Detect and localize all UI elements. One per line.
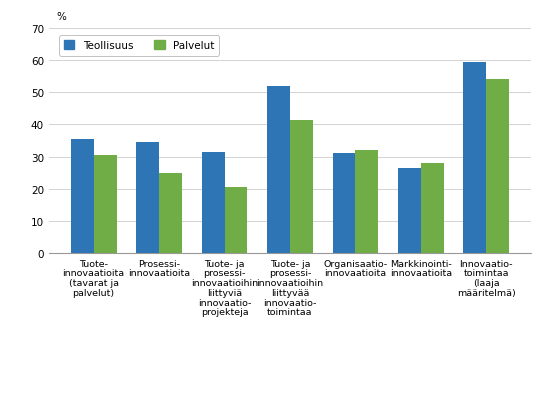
Bar: [224, 188, 248, 254]
Bar: [267, 86, 290, 254]
Bar: [290, 120, 313, 254]
Bar: [202, 152, 224, 254]
Text: %: %: [56, 12, 66, 22]
Bar: [332, 154, 356, 254]
Bar: [94, 155, 117, 254]
Bar: [70, 139, 94, 254]
Legend: Teollisuus, Palvelut: Teollisuus, Palvelut: [59, 36, 220, 56]
Bar: [136, 143, 159, 254]
Bar: [356, 151, 378, 254]
Bar: [486, 80, 509, 254]
Bar: [421, 164, 444, 254]
Bar: [398, 169, 421, 254]
Bar: [159, 173, 182, 254]
Bar: [463, 62, 486, 254]
